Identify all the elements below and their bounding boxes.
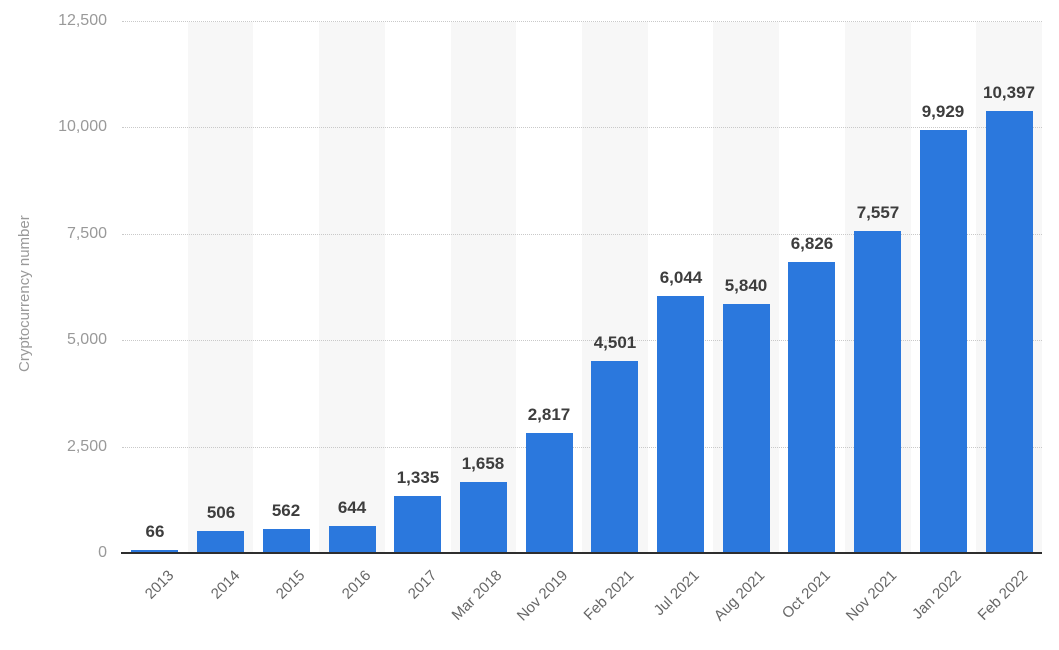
- bar[interactable]: [920, 130, 967, 553]
- bar-value-label: 6,044: [659, 268, 703, 287]
- bar[interactable]: [788, 262, 835, 553]
- plot-stripe: [319, 22, 385, 553]
- plot-stripe: [450, 22, 517, 553]
- x-axis-label: 2016: [338, 567, 375, 603]
- bar-value-label: 5,840: [724, 276, 768, 295]
- x-axis-line: [121, 552, 1042, 554]
- y-axis-title: Cryptocurrency number: [16, 215, 33, 372]
- bar[interactable]: [460, 482, 507, 553]
- gridline: [122, 21, 1042, 22]
- y-axis-tick-label: 0: [98, 544, 107, 561]
- bar-value-label: 2,817: [527, 405, 571, 424]
- bar[interactable]: [131, 550, 178, 553]
- bar[interactable]: [329, 526, 376, 553]
- gridline: [122, 127, 1042, 128]
- bar-value-label: 4,501: [593, 333, 637, 352]
- x-axis-label: Feb 2021: [580, 567, 638, 624]
- plot-stripe: [187, 22, 254, 553]
- bar-value-label: 644: [337, 498, 367, 517]
- x-axis-label: Oct 2021: [778, 567, 835, 623]
- y-axis-tick-label: 2,500: [66, 438, 107, 455]
- x-axis-label: 2014: [207, 567, 244, 603]
- bar-value-label: 6,826: [790, 234, 834, 253]
- bar[interactable]: [263, 529, 310, 553]
- y-axis-tick-label: 12,500: [58, 12, 107, 29]
- y-axis-tick-label: 10,000: [58, 118, 107, 135]
- x-axis-label: Nov 2019: [513, 567, 572, 625]
- gridline: [122, 447, 1042, 448]
- bar[interactable]: [394, 496, 441, 553]
- gridline: [122, 340, 1042, 341]
- bar[interactable]: [723, 304, 770, 553]
- bar-value-label: 9,929: [921, 102, 965, 121]
- bar[interactable]: [854, 231, 901, 553]
- y-axis-tick-label: 5,000: [66, 331, 107, 348]
- bar[interactable]: [591, 361, 638, 553]
- bar-value-label: 7,557: [856, 203, 900, 222]
- bar-value-label: 10,397: [983, 83, 1035, 102]
- x-axis-label: Jul 2021: [650, 567, 704, 620]
- x-axis-label: 2015: [272, 567, 309, 603]
- x-axis-label: Aug 2021: [710, 567, 769, 625]
- gridline: [122, 234, 1042, 235]
- x-axis-label: 2017: [404, 567, 441, 603]
- bar-value-label: 506: [206, 503, 236, 522]
- y-axis-tick-label: 7,500: [66, 225, 107, 242]
- bar[interactable]: [526, 433, 573, 553]
- x-axis-label: Feb 2022: [974, 567, 1032, 624]
- bar[interactable]: [197, 531, 244, 553]
- x-axis-label: Mar 2018: [448, 567, 506, 624]
- bar[interactable]: [657, 296, 704, 553]
- bar-value-label: 1,335: [396, 468, 440, 487]
- x-axis-label: 2013: [141, 567, 178, 603]
- bar[interactable]: [986, 111, 1033, 553]
- bar-value-label: 1,658: [461, 454, 505, 473]
- bar-value-label: 66: [145, 522, 165, 541]
- x-axis-label: Jan 2022: [909, 567, 966, 623]
- bar-value-label: 562: [271, 501, 301, 520]
- x-axis-label: Nov 2021: [842, 567, 901, 625]
